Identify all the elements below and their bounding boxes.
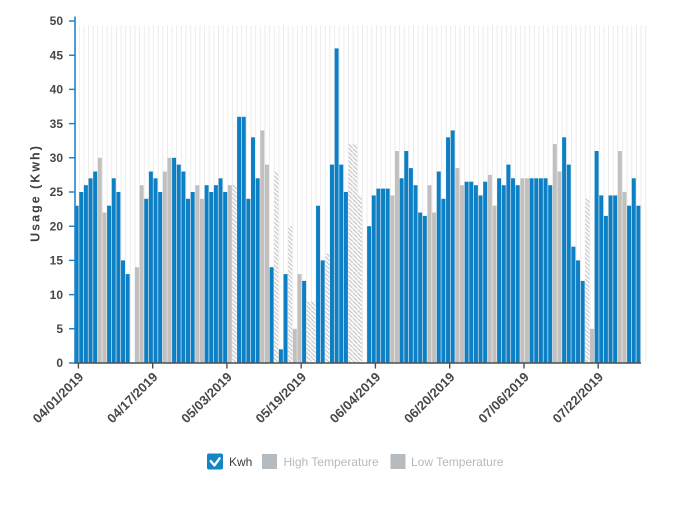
svg-text:35: 35 — [50, 117, 64, 131]
svg-text:40: 40 — [50, 83, 64, 97]
svg-text:45: 45 — [50, 48, 64, 62]
svg-text:25: 25 — [50, 185, 64, 199]
svg-text:Kwh: Kwh — [229, 455, 252, 469]
svg-text:0: 0 — [56, 356, 63, 370]
svg-text:5: 5 — [56, 322, 63, 336]
svg-text:High Temperature: High Temperature — [284, 455, 379, 469]
svg-text:Low Temperature: Low Temperature — [411, 455, 504, 469]
svg-text:Usage (Kwh): Usage (Kwh) — [29, 144, 43, 242]
svg-text:50: 50 — [50, 14, 64, 28]
svg-text:20: 20 — [50, 219, 64, 233]
svg-text:30: 30 — [50, 151, 64, 165]
svg-text:15: 15 — [50, 254, 64, 268]
svg-text:10: 10 — [50, 288, 64, 302]
